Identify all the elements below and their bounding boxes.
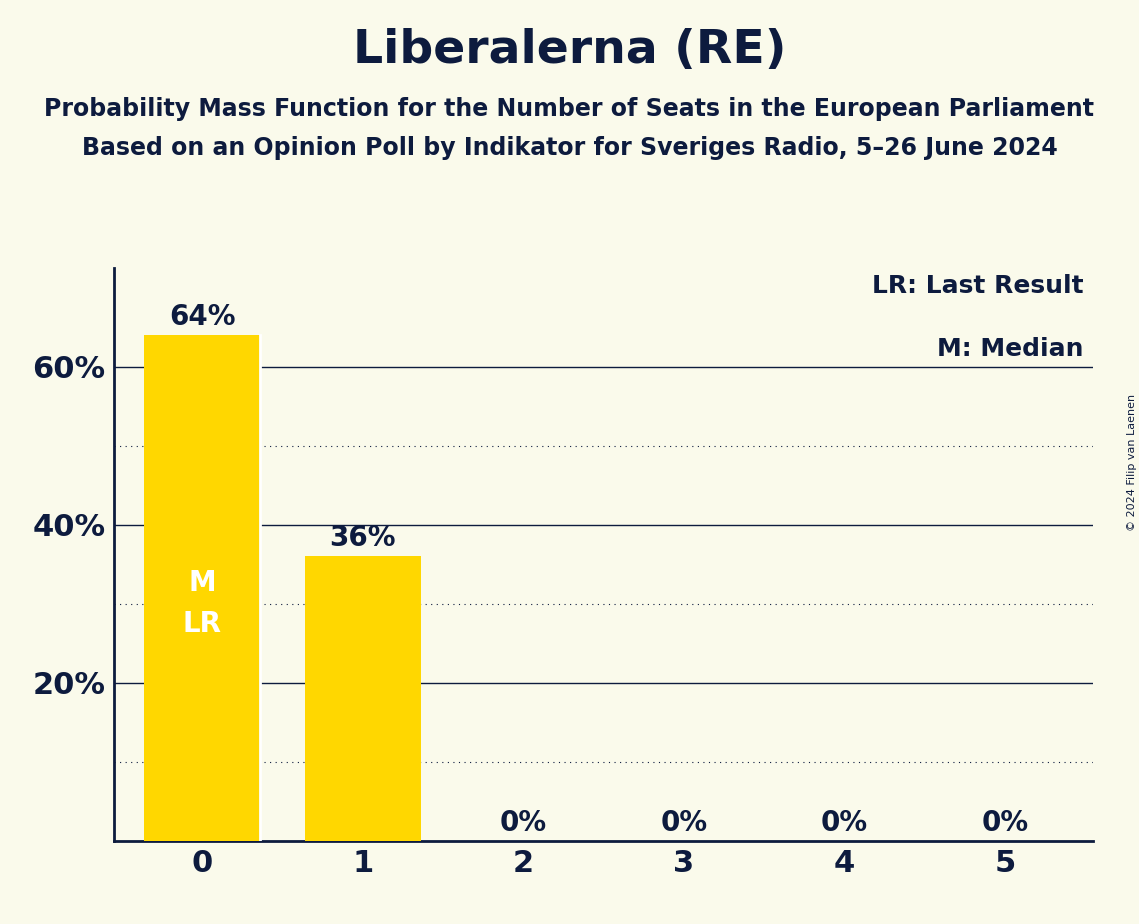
Text: 0%: 0%: [661, 808, 707, 837]
Text: 0%: 0%: [821, 808, 868, 837]
Text: 0%: 0%: [982, 808, 1029, 837]
Bar: [305, 556, 420, 841]
Bar: [145, 335, 260, 841]
Text: 0%: 0%: [500, 808, 547, 837]
Text: M
LR: M LR: [182, 569, 222, 638]
Text: 64%: 64%: [169, 303, 236, 331]
Text: M: Median: M: Median: [937, 336, 1083, 360]
Text: Based on an Opinion Poll by Indikator for Sveriges Radio, 5–26 June 2024: Based on an Opinion Poll by Indikator fo…: [82, 136, 1057, 160]
Text: © 2024 Filip van Laenen: © 2024 Filip van Laenen: [1126, 394, 1137, 530]
Text: Liberalerna (RE): Liberalerna (RE): [353, 28, 786, 73]
Text: Probability Mass Function for the Number of Seats in the European Parliament: Probability Mass Function for the Number…: [44, 97, 1095, 121]
Text: 36%: 36%: [329, 525, 396, 553]
Text: LR: Last Result: LR: Last Result: [872, 274, 1083, 298]
